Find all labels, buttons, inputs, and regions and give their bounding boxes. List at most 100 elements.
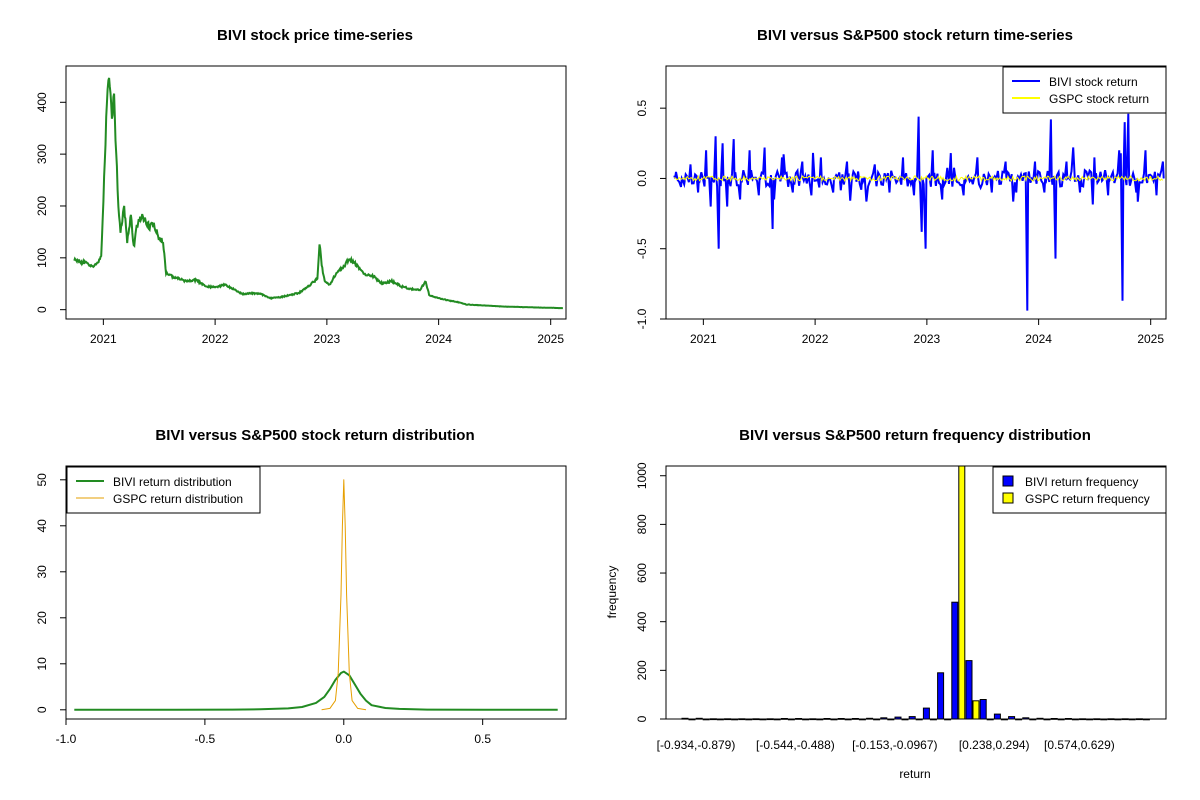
gspc-frequency-bar <box>1057 718 1065 721</box>
frequency-y-tick-label: 1000 <box>635 462 649 489</box>
panel-returns-plot-frame <box>665 65 1167 320</box>
gspc-frequency-bar <box>1071 718 1079 721</box>
bivi-frequency-bar <box>752 718 760 721</box>
panel-frequency-x-axis: [-0.934,-0.879) [-0.544,-0.488) [-0.153,-0… <box>657 738 1115 752</box>
bivi-frequency-bar <box>866 717 874 720</box>
panel-density-title: BIVI versus S&P500 stock return distribu… <box>155 427 474 444</box>
bivi-frequency-bar <box>908 716 916 720</box>
returns-x-tick-label: 2022 <box>802 332 829 346</box>
returns-x-tick-label: 2023 <box>914 332 941 346</box>
gspc-frequency-bar <box>1086 718 1094 721</box>
bivi-frequency-bar <box>965 660 973 720</box>
gspc-frequency-bar <box>873 718 881 721</box>
gspc-frequency-bar <box>858 718 866 721</box>
frequency-x-tick-label: [0.574,0.629) <box>1044 738 1115 752</box>
frequency-y-tick-label: 600 <box>635 563 649 583</box>
gspc-frequency-bar <box>830 718 838 721</box>
bivi-frequency-bar <box>894 716 902 720</box>
density-y-tick-label: 50 <box>35 473 49 487</box>
bivi-frequency-bar <box>880 717 888 720</box>
bivi-frequency-bar <box>951 601 959 720</box>
panel-returns-title: BIVI versus S&P500 stock return time-ser… <box>757 27 1073 44</box>
panel-frequency: BIVI versus S&P500 return frequency dist… <box>605 427 1167 781</box>
bivi-frequency-bar <box>1079 718 1087 721</box>
gspc-frequency-bar <box>759 718 767 721</box>
panel-frequency-y-axis: 0 200 400 600 800 1000 <box>635 462 666 722</box>
panel-density-series <box>74 479 558 711</box>
panel-returns-x-axis: 2021 2022 2023 2024 2025 <box>690 319 1164 346</box>
returns-y-tick-label: 0.5 <box>635 100 649 117</box>
gspc-frequency-bar <box>731 718 739 721</box>
bivi-frequency-bar <box>1135 718 1143 721</box>
bivi-frequency-bar <box>1050 718 1058 720</box>
panel-price-plot-frame <box>65 65 567 320</box>
price-y-tick-label: 300 <box>35 144 49 164</box>
frequency-y-tick-label: 200 <box>635 660 649 680</box>
bivi-frequency-bar <box>766 718 774 721</box>
bivi-density-line <box>74 670 558 711</box>
panel-frequency-legend-box <box>992 466 1167 514</box>
bivi-frequency-bar <box>780 718 788 720</box>
panel-returns-legend-box <box>1002 66 1167 114</box>
price-x-tick-label: 2021 <box>90 332 117 346</box>
gspc-return-line <box>674 174 1164 183</box>
density-x-tick-label: 0.0 <box>335 732 352 746</box>
gspc-frequency-bar <box>944 718 952 721</box>
gspc-frequency-bar <box>901 718 909 721</box>
returns-x-tick-label: 2024 <box>1025 332 1052 346</box>
density-y-tick-label: 40 <box>35 519 49 533</box>
bivi-frequency-bar <box>738 718 746 721</box>
gspc-frequency-bar <box>958 465 966 720</box>
bivi-frequency-bar <box>724 718 732 721</box>
returns-x-tick-label: 2021 <box>690 332 717 346</box>
gspc-frequency-bar <box>802 718 810 721</box>
gspc-frequency-bar <box>787 718 795 721</box>
legend-label-bivi-frequency: BIVI return frequency <box>1025 475 1138 489</box>
panel-frequency-bars <box>681 465 1150 721</box>
price-y-tick-label: 0 <box>35 306 49 313</box>
panel-returns-y-axis: -1.0 -0.5 0.0 0.5 <box>635 100 666 329</box>
gspc-frequency-bar <box>745 718 753 721</box>
frequency-x-tick-label: [-0.153,-0.0967) <box>852 738 937 752</box>
gspc-frequency-bar <box>986 718 994 721</box>
density-x-tick-label: -0.5 <box>195 732 216 746</box>
bivi-frequency-bar <box>851 718 859 720</box>
legend-label-gspc-distribution: GSPC return distribution <box>113 492 243 506</box>
returns-y-tick-label: -0.5 <box>635 238 649 259</box>
bivi-frequency-bar <box>1107 718 1115 721</box>
frequency-y-tick-label: 400 <box>635 611 649 631</box>
panel-returns-legend: BIVI stock return GSPC stock return <box>1002 66 1167 114</box>
gspc-frequency-bar <box>773 718 781 721</box>
bivi-frequency-bar <box>937 672 945 720</box>
panel-density: BIVI versus S&P500 stock return distribu… <box>35 427 567 746</box>
density-y-tick-label: 30 <box>35 565 49 579</box>
panel-density-plot-frame <box>65 465 567 720</box>
gspc-frequency-bar <box>1029 718 1037 721</box>
bivi-frequency-bar <box>709 718 717 721</box>
panel-density-legend: BIVI return distribution GSPC return dis… <box>66 466 261 514</box>
gspc-frequency-bar <box>1100 718 1108 721</box>
panel-returns-series <box>673 113 1165 311</box>
price-y-tick-label: 400 <box>35 92 49 112</box>
panel-returns: BIVI versus S&P500 stock return time-ser… <box>635 27 1167 346</box>
density-x-tick-label: -1.0 <box>56 732 77 746</box>
returns-y-tick-label: 0.0 <box>635 170 649 187</box>
panel-frequency-title: BIVI versus S&P500 return frequency dist… <box>739 427 1091 444</box>
gspc-frequency-bar <box>887 718 895 721</box>
gspc-frequency-bar <box>915 718 923 721</box>
gspc-frequency-bar <box>688 718 696 721</box>
density-y-tick-label: 10 <box>35 657 49 671</box>
bivi-frequency-bar <box>1121 718 1129 721</box>
bivi-frequency-bar <box>1022 717 1030 720</box>
gspc-density-line <box>321 479 367 711</box>
panel-density-x-axis: -1.0 -0.5 0.0 0.5 <box>56 719 491 746</box>
bivi-frequency-bar <box>1008 716 1016 720</box>
bivi-frequency-bar <box>809 718 817 721</box>
gspc-frequency-bar <box>1043 718 1051 721</box>
bivi-frequency-bar <box>993 713 1001 720</box>
gspc-frequency-bar <box>1142 718 1150 721</box>
panel-price-y-axis: 0 100 200 300 400 <box>35 92 66 313</box>
legend-label-gspc-return: GSPC stock return <box>1049 92 1149 106</box>
panel-price-x-axis: 2021 2022 2023 2024 2025 <box>90 319 564 346</box>
bivi-frequency-bar <box>823 718 831 720</box>
